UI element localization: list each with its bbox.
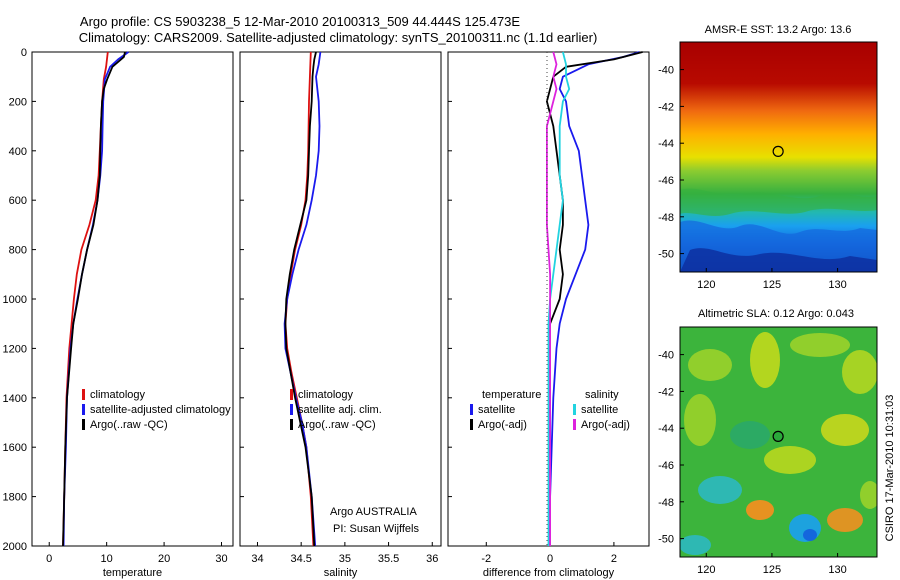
y-tick-label: 1800 — [3, 492, 27, 504]
sst-argo-marker — [772, 145, 784, 157]
x-tick-label: 10 — [101, 553, 113, 565]
sst-green-band — [680, 188, 877, 216]
legend-entry: Argo(-adj) — [581, 419, 630, 431]
legend-swatch — [470, 419, 473, 430]
x-tick-label: 35.5 — [378, 553, 399, 565]
sst-coldest-band — [680, 248, 877, 272]
x-axis-label: salinity — [324, 567, 358, 579]
y-tick-label: 1600 — [3, 442, 27, 454]
y-tick-label: 1200 — [3, 343, 27, 355]
x-tick-label: 2 — [611, 553, 617, 565]
series-line-satellite — [547, 51, 571, 546]
salinity-axes-box — [239, 51, 442, 547]
legend-entry: satellite — [478, 404, 515, 416]
map-x-tick-label: 125 — [763, 564, 781, 576]
legend-swatch — [470, 404, 473, 415]
x-tick-label: 34.5 — [290, 553, 311, 565]
y-tick-label: 200 — [9, 96, 27, 108]
map-x-tick-label: 120 — [697, 279, 715, 291]
legend-entry: salinity — [585, 389, 619, 401]
map-y-tick-label: -48 — [658, 212, 674, 224]
legend-entry: satellite — [581, 404, 618, 416]
map-y-tick-label: -44 — [658, 138, 674, 150]
y-tick-label: 2000 — [3, 541, 27, 553]
sla-map-frame — [679, 326, 878, 558]
sst-map-title: AMSR-E SST: 13.2 Argo: 13.6 — [705, 24, 852, 36]
x-axis-label: temperature — [103, 567, 162, 579]
temperature-panel: 0 10 20 30 0 200 400 600 800 1000 1200 1400 1600 1800… — [3, 47, 234, 579]
legend-swatch — [290, 419, 293, 430]
x-tick-label: -2 — [481, 553, 491, 565]
map-x-tick-label: 130 — [828, 279, 846, 291]
map-x-tick-label: 130 — [828, 564, 846, 576]
legend-swatch — [290, 389, 293, 400]
map-y-tick-label: -40 — [658, 65, 674, 77]
series-line-argo-raw-qc- — [62, 51, 126, 547]
y-tick-label: 400 — [9, 146, 27, 158]
map-y-tick-label: -46 — [658, 175, 674, 187]
salinity-panel: 34 34.5 35 35.5 36 salinity climatology satelli… — [239, 51, 442, 579]
legend-entry: Argo(..raw -QC) — [298, 419, 376, 431]
y-tick-label: 1000 — [3, 294, 27, 306]
legend-swatch — [290, 404, 293, 415]
series-line-satellite — [549, 51, 640, 546]
x-tick-label: 35 — [339, 553, 351, 565]
map-y-tick-label: -50 — [658, 534, 674, 546]
legend-swatch — [82, 419, 85, 430]
legend-entry: climatology — [90, 389, 146, 401]
map-x-tick-label: 125 — [763, 279, 781, 291]
sla-map-title: Altimetric SLA: 0.12 Argo: 0.043 — [698, 308, 854, 320]
map-y-tick-label: -50 — [658, 249, 674, 261]
y-tick-label: 1400 — [3, 393, 27, 405]
x-tick-label: 34 — [251, 553, 263, 565]
difference-panel: -2 0 2 difference from climatology temperatu… — [447, 51, 650, 579]
series-line-argo-raw-qc- — [284, 51, 317, 547]
map-y-tick-label: -44 — [658, 423, 674, 435]
legend-entry: Argo(..raw -QC) — [90, 419, 168, 431]
csiro-timestamp: CSIRO 17-Mar-2010 10:31:03 — [884, 395, 896, 542]
footer-line1: Argo AUSTRALIA — [330, 506, 417, 518]
sla-argo-marker — [772, 430, 784, 442]
footer-line2: PI: Susan Wijffels — [333, 523, 419, 535]
legend-entry: satellite-adjusted climatology — [90, 404, 231, 416]
y-tick-label: 800 — [9, 245, 27, 257]
sla-map: Altimetric SLA: 0.12 Argo: 0.043 — [679, 308, 878, 558]
x-tick-label: 30 — [215, 553, 227, 565]
x-axis-label: difference from climatology — [483, 567, 615, 579]
temperature-axes-box — [31, 51, 234, 547]
x-tick-label: 0 — [46, 553, 52, 565]
legend-entry: Argo(-adj) — [478, 419, 527, 431]
legend-swatch — [82, 404, 85, 415]
y-tick-label: 0 — [21, 47, 27, 59]
sst-map-frame — [679, 41, 878, 273]
legend-entry: satellite adj. clim. — [298, 404, 382, 416]
legend-swatch — [82, 389, 85, 400]
figure-title-line2: Climatology: CARS2009. Satellite-adjuste… — [79, 30, 598, 45]
legend-entry: temperature — [482, 389, 541, 401]
map-y-tick-label: -40 — [658, 350, 674, 362]
figure-title-line1: Argo profile: CS 5903238_5 12-Mar-2010 2… — [80, 14, 521, 29]
map-y-tick-label: -48 — [658, 497, 674, 509]
map-y-tick-label: -42 — [658, 386, 674, 398]
x-tick-label: 36 — [426, 553, 438, 565]
legend-swatch — [573, 404, 576, 415]
legend-swatch — [573, 419, 576, 430]
x-tick-label: 20 — [158, 553, 170, 565]
series-line-satellite-adj-clim- — [283, 51, 322, 547]
sst-map: AMSR-E SST: 13.2 Argo: 13.6 — [679, 24, 878, 273]
legend-entry: climatology — [298, 389, 354, 401]
map-y-tick-label: -46 — [658, 460, 674, 472]
map-x-tick-label: 120 — [697, 564, 715, 576]
x-tick-label: 0 — [547, 553, 553, 565]
map-y-tick-label: -42 — [658, 101, 674, 113]
y-tick-label: 600 — [9, 195, 27, 207]
